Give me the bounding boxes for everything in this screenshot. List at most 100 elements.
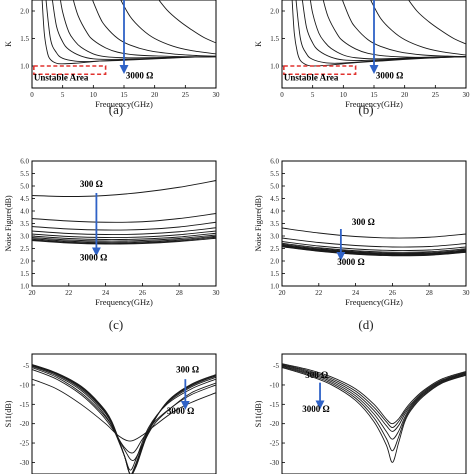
annotation-label: 300 Ω [80, 179, 103, 189]
y-tick-label: -30 [20, 459, 30, 467]
y-axis-label: Noise Figure(dB) [254, 195, 263, 252]
series-group [41, 0, 216, 65]
panel-e: -5 -10 -15 -20 -25 -30 S11(dB) 300 Ω 3000 Ω [4, 353, 217, 474]
annotation-label: 3000 Ω [376, 71, 403, 81]
y-tick-label: 6.0 [270, 158, 279, 166]
y-tick-label: -5 [273, 362, 279, 370]
series-line-3 [51, 0, 216, 60]
annotation-label: 3000 Ω [302, 404, 329, 414]
x-axis-label: Frequency(GHz) [345, 99, 403, 109]
y-tick-label: 4.0 [270, 208, 279, 216]
x-tick-label: 15 [121, 91, 129, 99]
series-line-5 [72, 0, 216, 58]
series-line-7 [282, 245, 466, 256]
panel-label: (c) [109, 317, 123, 332]
series-group [32, 180, 216, 245]
x-tick-label: 26 [139, 289, 147, 297]
y-axis-label: Noise Figure(dB) [4, 195, 13, 252]
y-tick-label: 1.0 [20, 283, 29, 291]
series-line-5 [32, 230, 216, 238]
x-tick-label: 22 [65, 289, 73, 297]
x-tick-label: 24 [352, 289, 360, 297]
x-tick-label: 30 [463, 289, 471, 297]
x-tick-label: 10 [340, 91, 348, 99]
series-line-6 [32, 364, 216, 474]
unstable-area-box [33, 65, 107, 76]
y-tick-label: -10 [270, 381, 280, 389]
y-tick-label: 2.5 [20, 245, 29, 253]
panel-f: -5 -10 -15 -20 -25 -30 S11(dB) 300 Ω 3000 Ω [254, 353, 467, 474]
x-tick-label: 5 [311, 91, 315, 99]
annotation-label: 300 Ω [352, 217, 375, 227]
series-group [282, 363, 466, 463]
x-tick-label: 20 [151, 91, 159, 99]
x-tick-label: 0 [280, 91, 284, 99]
x-axis-label: Frequency(GHz) [95, 99, 153, 109]
y-tick-label: -25 [20, 440, 30, 448]
panel-d: 1.0 1.5 2.0 2.5 3.0 3.5 4.0 4.5 5.0 5.5 6.0 20 22 24 2… [254, 158, 470, 333]
y-tick-label: 1.5 [270, 270, 279, 278]
x-tick-label: 22 [315, 289, 323, 297]
series-line-2 [282, 364, 466, 429]
series-line-1 [32, 180, 216, 197]
y-tick-label: -15 [270, 401, 280, 409]
series-line-6 [32, 232, 216, 240]
y-tick-label: 3.0 [270, 233, 279, 241]
x-tick-label: 20 [29, 289, 37, 297]
unstable-area-box [283, 65, 357, 76]
series-line-3 [282, 364, 466, 432]
x-axis-label: Frequency(GHz) [95, 297, 153, 307]
series-line-4 [59, 0, 216, 59]
y-tick-label: 3.5 [270, 220, 279, 228]
series-line-6 [92, 0, 216, 57]
y-tick-label: 3.5 [20, 220, 29, 228]
x-tick-label: 25 [432, 91, 440, 99]
y-tick-label: -5 [23, 362, 29, 370]
series-line-8 [158, 0, 216, 44]
y-axis-label: K [4, 41, 13, 47]
y-tick-label: 2.0 [20, 258, 29, 266]
series-line-10 [282, 246, 466, 257]
series-line-4 [32, 227, 216, 235]
series-line-3 [32, 367, 216, 461]
x-tick-label: 24 [102, 289, 110, 297]
series-line-1 [32, 378, 216, 442]
x-tick-label: 15 [371, 91, 379, 99]
x-tick-label: 28 [176, 289, 184, 297]
x-tick-label: 0 [30, 91, 34, 99]
annotation-label: Unstable Area [284, 72, 339, 82]
annotation-label: 300 Ω [176, 365, 199, 375]
series-line-2 [45, 0, 216, 63]
y-tick-label: -20 [270, 420, 280, 428]
series-line-8 [408, 0, 466, 45]
annotation-label: 300 Ω [305, 370, 328, 380]
y-tick-label: -20 [20, 420, 30, 428]
y-tick-label: 1.0 [270, 283, 279, 291]
panel-label: (a) [109, 102, 123, 117]
y-tick-label: 2.0 [20, 8, 29, 16]
series-line-8 [282, 245, 466, 256]
series-line-8 [32, 235, 216, 243]
x-tick-label: 26 [389, 289, 397, 297]
panel-label: (b) [358, 102, 373, 117]
y-tick-label: -10 [20, 381, 30, 389]
y-tick-label: 5.5 [20, 170, 29, 178]
x-tick-label: 28 [426, 289, 434, 297]
y-tick-label: 4.5 [20, 195, 29, 203]
series-line-4 [32, 365, 216, 471]
y-tick-label: 6.0 [20, 158, 29, 166]
annotation-label: 3000 Ω [126, 71, 153, 81]
y-tick-label: 5.0 [20, 183, 29, 191]
x-tick-label: 30 [213, 91, 221, 99]
series-line-3 [282, 241, 466, 252]
plot-frame [31, 160, 217, 287]
series-line-4 [309, 0, 466, 60]
y-tick-label: 1.0 [270, 63, 279, 71]
y-tick-label: -25 [270, 440, 280, 448]
series-line-3 [32, 221, 216, 231]
series-line-5 [282, 243, 466, 254]
x-tick-label: 30 [463, 91, 471, 99]
x-axis-label: Frequency(GHz) [345, 297, 403, 307]
y-tick-label: -30 [270, 459, 280, 467]
